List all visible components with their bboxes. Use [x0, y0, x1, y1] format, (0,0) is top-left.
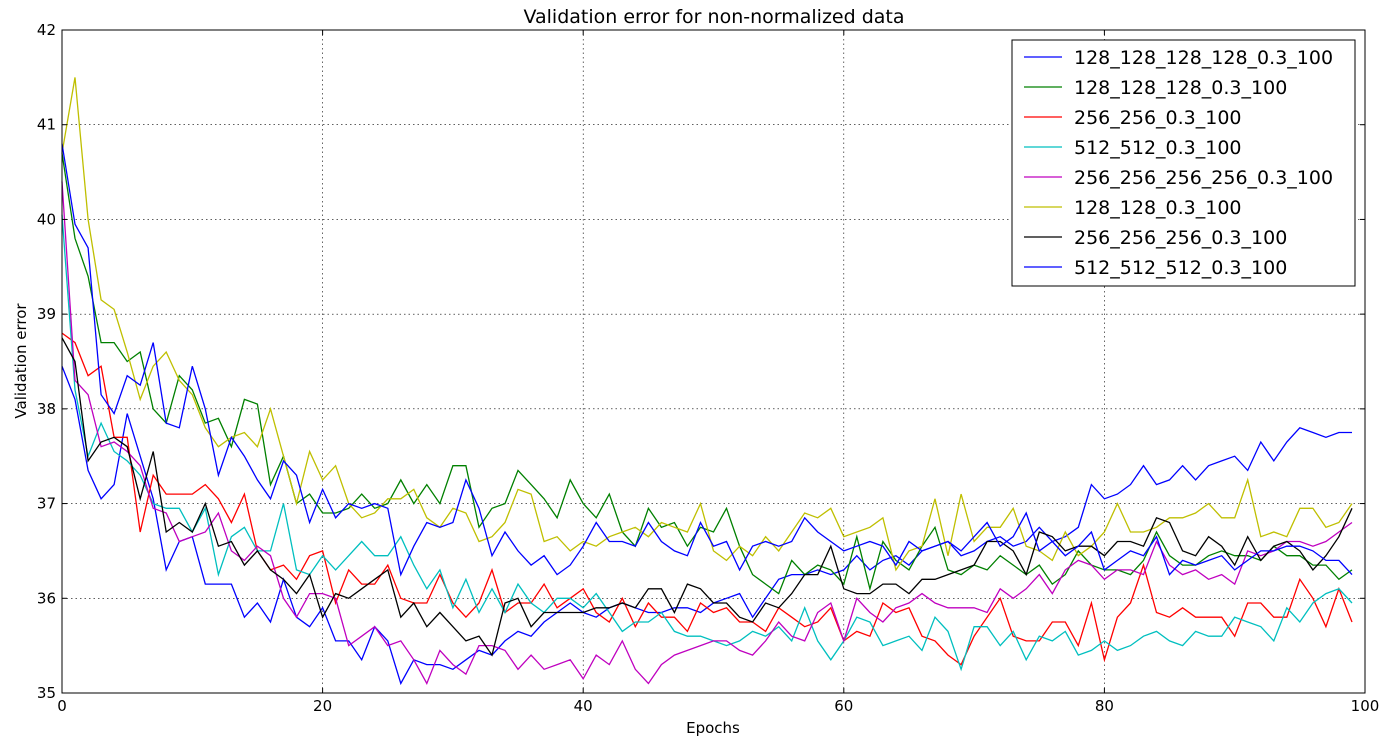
legend-box — [1011, 39, 1356, 287]
legend-label: 256_256_0.3_100 — [1074, 107, 1242, 129]
axis-ticks: 0 20 40 60 80 100 35 36 37 38 39 40 41 42 — [37, 21, 1379, 715]
chart-title: Validation error for non-normalized data — [523, 6, 904, 28]
x-axis-label: Epochs — [686, 719, 740, 737]
legend: 128_128_128_128_0.3_100 128_128_128_0.3_1… — [1011, 39, 1356, 287]
y-tick-label: 35 — [37, 684, 56, 702]
y-tick-label: 37 — [37, 495, 56, 513]
series-lines — [61, 77, 1353, 686]
x-tick-label: 40 — [574, 697, 593, 715]
series-line-128_128_0.3_100 — [61, 77, 1353, 572]
x-tick-label: 80 — [1095, 697, 1114, 715]
plot-frame — [61, 29, 1366, 694]
y-tick-label: 41 — [37, 116, 56, 134]
y-tick-label: 38 — [37, 400, 56, 418]
legend-label: 128_128_0.3_100 — [1074, 197, 1242, 219]
y-tick-label: 36 — [37, 589, 56, 607]
series-line-512_512_0.3_100 — [61, 214, 1353, 672]
legend-label: 128_128_128_0.3_100 — [1074, 77, 1287, 99]
legend-label: 512_512_512_0.3_100 — [1074, 257, 1287, 279]
x-tick-label: 60 — [834, 697, 853, 715]
x-tick-label: 20 — [313, 697, 332, 715]
y-tick-label: 39 — [37, 305, 56, 323]
x-tick-label: 100 — [1351, 697, 1380, 715]
series-line-256_256_256_256_0.3_100 — [61, 181, 1353, 686]
legend-label: 512_512_0.3_100 — [1074, 137, 1242, 159]
y-tick-label: 40 — [37, 210, 56, 228]
series-line-256_256_0.3_100 — [61, 332, 1353, 666]
y-tick-label: 42 — [37, 21, 56, 39]
legend-label: 128_128_128_128_0.3_100 — [1074, 47, 1333, 69]
series-line-512_512_512_0.3_100 — [61, 143, 1353, 577]
y-axis-label: Validation error — [12, 303, 30, 419]
series-line-256_256_256_0.3_100 — [61, 337, 1353, 657]
legend-label: 256_256_256_256_0.3_100 — [1074, 167, 1333, 189]
x-tick-label: 0 — [57, 697, 67, 715]
legend-label: 256_256_256_0.3_100 — [1074, 227, 1287, 249]
